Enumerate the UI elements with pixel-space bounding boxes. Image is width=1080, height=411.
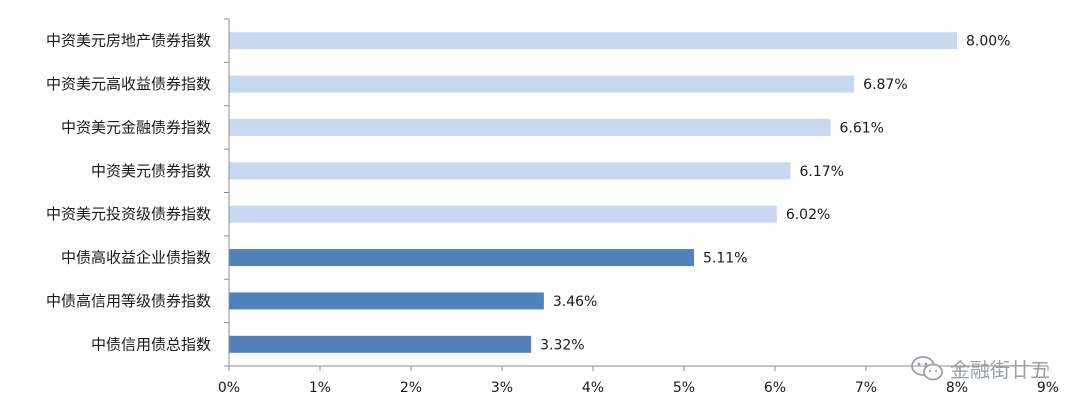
data-labels: 8.00% 6.87% 6.61% 6.17% 6.02% 5.11% 3.46% 3.32%: [540, 34, 1010, 354]
data-label: 5.11%: [703, 251, 747, 267]
data-label: 3.46%: [553, 294, 597, 310]
bar: [229, 118, 831, 136]
category-label: 中资美元投资级债券指数: [46, 205, 211, 223]
data-label: 6.61%: [840, 120, 884, 136]
bar: [229, 162, 791, 180]
data-label: 6.87%: [863, 77, 907, 93]
x-tick-label: 3%: [491, 380, 513, 396]
x-tick-label: 7%: [855, 380, 877, 396]
x-tick-label: 2%: [400, 380, 422, 396]
data-label: 6.02%: [786, 207, 830, 223]
data-label: 3.32%: [540, 337, 584, 353]
x-tick-labels: 0% 1% 2% 3% 4% 5% 6% 7% 8% 9%: [218, 380, 1059, 396]
category-label: 中资美元高收益债券指数: [46, 75, 211, 93]
category-label: 中资美元债券指数: [91, 162, 211, 180]
bar: [229, 32, 957, 50]
x-tick-label: 4%: [582, 380, 604, 396]
category-labels: 中资美元房地产债券指数中资美元高收益债券指数中资美元金融债券指数中资美元债券指数…: [46, 32, 211, 354]
bar: [229, 75, 855, 93]
watermark-text: 金融街廿五: [950, 358, 1050, 382]
category-label: 中债信用债总指数: [91, 335, 211, 353]
category-label: 中资美元房地产债券指数: [46, 32, 211, 50]
x-tick-label: 5%: [673, 380, 695, 396]
x-tick-label: 8%: [946, 380, 968, 396]
watermark: 金融街廿五: [910, 354, 1050, 383]
category-label: 中资美元金融债券指数: [61, 118, 211, 136]
bar: [229, 205, 777, 223]
x-tick-label: 6%: [764, 380, 786, 396]
category-label: 中债高信用等级债券指数: [46, 292, 211, 310]
bars: [229, 32, 957, 353]
x-tick-label: 0%: [218, 380, 240, 396]
category-label: 中债高收益企业债指数: [61, 249, 211, 267]
data-label: 8.00%: [966, 34, 1010, 50]
data-label: 6.17%: [799, 164, 843, 180]
bar: [229, 335, 532, 353]
axes: [224, 18, 1049, 371]
bar: [229, 292, 544, 310]
bar: [229, 249, 695, 267]
wechat-icon: [911, 355, 943, 380]
x-tick-label: 1%: [309, 380, 331, 396]
x-tick-label: 9%: [1037, 380, 1059, 396]
